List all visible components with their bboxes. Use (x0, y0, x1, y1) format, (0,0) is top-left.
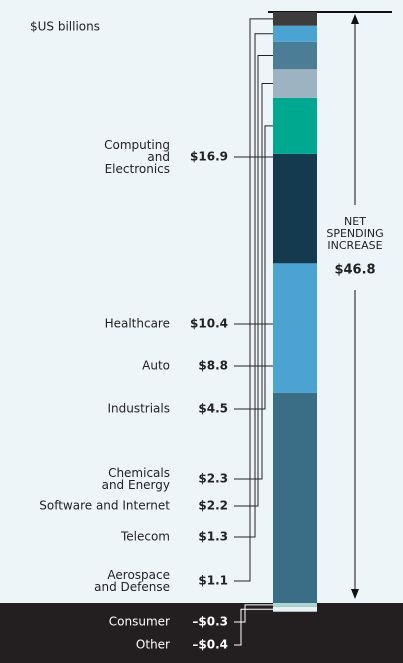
category-label: Healthcare (105, 317, 170, 331)
connector (234, 604, 273, 623)
value-label: $8.8 (198, 359, 228, 373)
bar-segment (273, 263, 317, 393)
category-label: Telecom (120, 530, 170, 544)
background (0, 0, 403, 603)
connector (234, 608, 273, 646)
category-label: Chemicals and Energy (102, 466, 170, 492)
value-label: –$0.4 (192, 638, 228, 652)
category-label: Consumer (109, 615, 170, 629)
value-label: $10.4 (190, 317, 228, 331)
total-text: NET SPENDING INCREASE (326, 215, 383, 252)
category-label: Auto (142, 359, 170, 373)
category-label: Computing and Electronics (104, 138, 170, 176)
bar-segment (273, 606, 317, 612)
connector (234, 83, 273, 480)
bar-segment (273, 41, 317, 70)
bar-segment (273, 603, 317, 607)
category-label: Software and Internet (39, 499, 170, 513)
value-label: $4.5 (198, 402, 228, 416)
connector (234, 18, 273, 582)
category-label: Aerospace and Defense (94, 568, 170, 594)
unit-label: $US billions (30, 20, 100, 34)
bar-segment (273, 153, 317, 264)
bar-segment (273, 69, 317, 98)
value-label: $1.3 (198, 530, 228, 544)
category-label: Industrials (107, 402, 170, 416)
annotation-bg (321, 205, 389, 290)
bar-segment (273, 25, 317, 42)
arrow-head (351, 14, 359, 24)
connector (234, 55, 273, 507)
value-label: $2.2 (198, 499, 228, 513)
value-label: $16.9 (190, 150, 228, 164)
value-label: –$0.3 (192, 615, 228, 629)
bar-segment (273, 392, 317, 603)
value-label: $1.1 (198, 574, 228, 588)
total-value: $46.8 (334, 263, 375, 278)
category-label: Other (136, 638, 170, 652)
negative-band (0, 603, 403, 663)
bar-segment (273, 97, 317, 154)
connector (234, 33, 273, 538)
value-label: $2.3 (198, 472, 228, 486)
arrow-head (351, 589, 359, 599)
bar-segment (273, 12, 317, 26)
